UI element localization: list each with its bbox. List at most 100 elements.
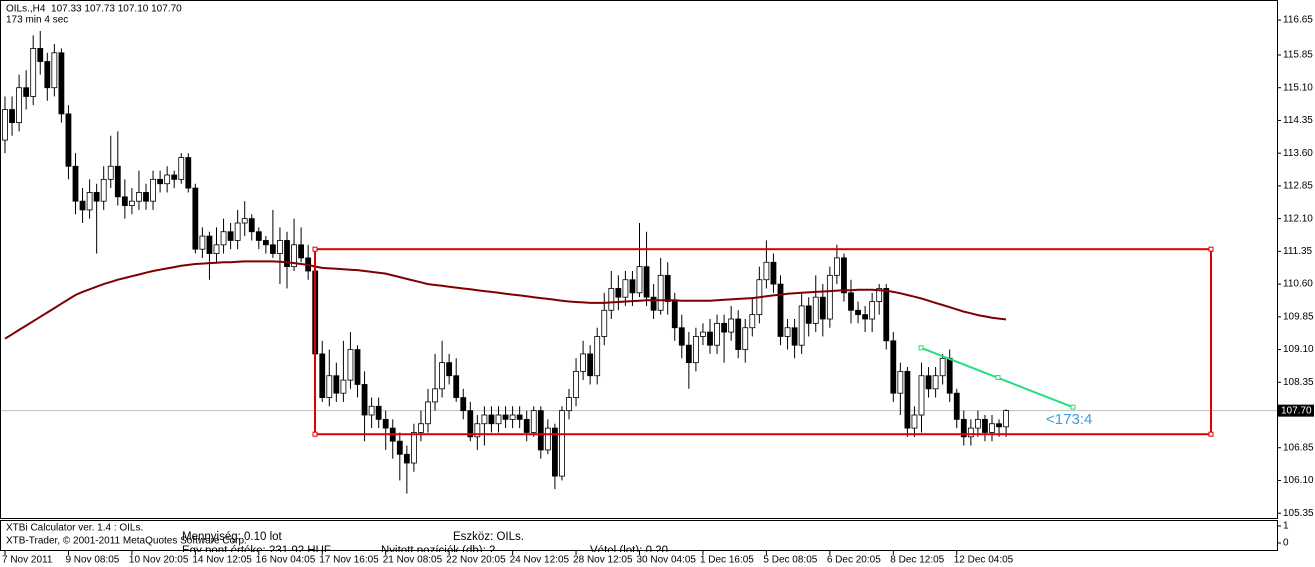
x-tick-label: 24 Nov 12:05: [510, 555, 570, 566]
candle-body: [227, 231, 234, 241]
candle-body: [975, 418, 981, 429]
candle-body: [44, 61, 51, 89]
candle-body: [939, 357, 946, 377]
main-frame: [0, 0, 1278, 519]
candle-body: [418, 423, 424, 433]
candle-body: [347, 349, 354, 381]
candle-body: [277, 240, 283, 254]
candle-body: [509, 414, 516, 420]
rectangle-handle: [312, 246, 318, 252]
x-tick-label: 12 Dec 04:05: [954, 555, 1014, 566]
candle-body: [178, 157, 185, 180]
price-tag-label: 107.70: [1281, 405, 1312, 416]
indicator-title: XTBi Calculator ver. 1.4 : OILs.: [6, 523, 143, 534]
candle-body: [467, 410, 474, 438]
price-tag: [1278, 404, 1314, 417]
x-tick-label: 16 Nov 04:05: [256, 555, 316, 566]
indicator-copyright: XTB-Trader, © 2001-2011 MetaQuotes Softw…: [6, 536, 247, 547]
candle-body: [601, 309, 608, 337]
candle-body: [425, 401, 431, 425]
candle-body: [1003, 410, 1009, 428]
candle-body: [72, 165, 79, 202]
moving-average: [4, 260, 1007, 340]
candle-body: [9, 109, 15, 124]
candle-body: [721, 322, 727, 333]
candle-body: [629, 279, 636, 294]
candle-body: [403, 453, 410, 464]
x-tick-label: 6 Dec 20:05: [827, 555, 881, 566]
x-tick-label: 21 Nov 08:05: [383, 555, 443, 566]
candle-body: [777, 283, 784, 337]
y-tick-label: 108.35: [1283, 377, 1314, 388]
candle-body: [967, 427, 974, 438]
candle-body: [199, 235, 206, 250]
x-tick-label: 8 Dec 12:05: [890, 555, 944, 566]
candle-body: [2, 109, 8, 141]
calc-field: Nyitott pozíciók (db): 2: [381, 545, 495, 557]
calc-field: Vétel (lot): 0.20: [590, 545, 668, 557]
x-tick-label: 14 Nov 12:05: [192, 555, 252, 566]
candle-body: [446, 362, 453, 377]
candle-body: [876, 288, 883, 302]
candle-body: [51, 52, 58, 89]
candle-body: [982, 418, 988, 433]
y-tick-label: 106.85: [1283, 442, 1314, 453]
candle-body: [495, 414, 502, 425]
candle-body: [79, 200, 86, 211]
candle-body: [114, 165, 121, 198]
candle-body: [58, 52, 65, 115]
rectangle-handle: [1208, 431, 1214, 437]
candle-body: [932, 375, 939, 390]
candle-body: [530, 410, 537, 433]
indicator-tick-label: 0: [1283, 538, 1289, 549]
candle-body: [30, 48, 37, 97]
candle-body: [559, 410, 565, 477]
x-tick-label: 9 Nov 08:05: [65, 555, 119, 566]
y-tick-label: 116.65: [1283, 15, 1313, 26]
y-tick-label: 113.60: [1283, 148, 1313, 159]
candle-body: [918, 375, 925, 416]
candle-body: [23, 87, 30, 97]
candle-body: [960, 418, 967, 438]
x-tick-label: 17 Nov 16:05: [319, 555, 379, 566]
candle-body: [333, 375, 340, 394]
candle-body: [890, 340, 897, 394]
candle-body: [234, 222, 241, 241]
candle-body: [552, 427, 558, 477]
candle-body: [826, 274, 833, 320]
x-tick-label: 5 Dec 08:05: [763, 555, 817, 566]
candle-body: [16, 87, 23, 124]
candle-body: [685, 344, 692, 364]
candle-body: [537, 410, 544, 451]
indicator-tick-label: 1: [1283, 521, 1289, 532]
candle-body: [566, 397, 572, 412]
candle-body: [883, 288, 890, 342]
candle-body: [805, 305, 812, 324]
candle-body: [728, 318, 735, 333]
candle-body: [248, 218, 255, 233]
y-tick-label: 109.10: [1283, 344, 1314, 355]
candle-body: [65, 113, 72, 167]
calc-field: Mennyiség: 0.10 lot: [182, 531, 283, 543]
candle-body: [439, 362, 446, 390]
candle-body: [340, 379, 347, 394]
candle-body: [164, 174, 171, 185]
candle-body: [749, 314, 756, 329]
candle-body: [291, 244, 297, 268]
candle-body: [410, 432, 417, 464]
candle-body: [615, 288, 622, 298]
candle-body: [544, 427, 551, 451]
candle-body: [396, 440, 403, 455]
y-tick-label: 111.35: [1283, 246, 1313, 257]
candle-body: [382, 418, 389, 429]
rectangle-handle: [1208, 246, 1214, 252]
trendline-handle: [918, 345, 924, 351]
header: OILs.,H4 107.33 107.73 107.10 107.70: [6, 4, 182, 15]
candle-body: [678, 327, 685, 346]
x-tick-label: 28 Nov 12:05: [573, 555, 633, 566]
candle-body: [848, 292, 854, 311]
candle-body: [121, 196, 128, 206]
candle-body: [742, 327, 749, 350]
candle-body: [368, 405, 375, 416]
calc-field: Eszköz: OILs.: [453, 531, 524, 543]
